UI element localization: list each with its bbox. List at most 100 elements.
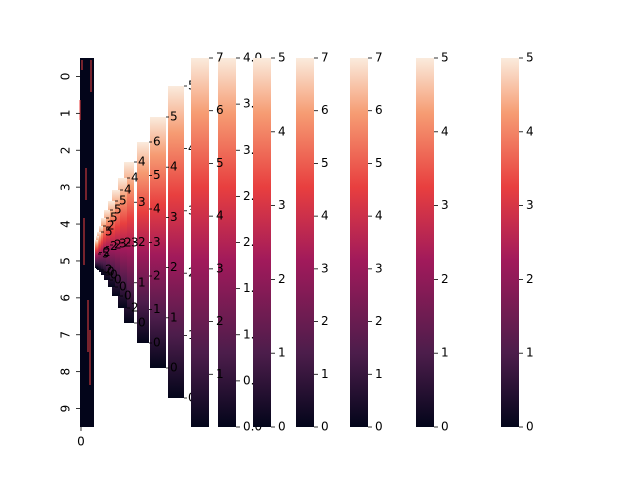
- colorbar-tick-label: 3: [375, 261, 383, 275]
- colorbar-tick-label: 3: [278, 198, 286, 212]
- colorbar-tick-label: 0: [114, 273, 122, 287]
- colorbar-tick-label: 3: [170, 210, 178, 224]
- colorbar-tick-label: 2: [138, 235, 146, 249]
- colorbar-tick-label: 4: [278, 124, 286, 138]
- colorbar-tick-label: 1: [526, 346, 534, 360]
- colorbar-tick-label: 2: [278, 272, 286, 286]
- compressed-colorbar: [137, 142, 149, 343]
- colorbar-tick-label: 7: [375, 51, 383, 65]
- compressed-colorbars: 0123450123450123456012342340240350250250…: [95, 79, 196, 405]
- colorbar-tick-label: 1: [278, 346, 286, 360]
- colorbar-tick-label: 5: [441, 51, 449, 65]
- colorbar: [296, 58, 314, 427]
- colorbar-tick-label: 3: [216, 261, 224, 275]
- colorbar-tick-label: 3: [153, 235, 161, 249]
- colorbar-tick-label: 5: [321, 156, 329, 170]
- y-tick-label: 0: [59, 73, 73, 81]
- colorbar-tick-label: 4: [124, 183, 132, 197]
- colorbar-tick-label: 0: [107, 265, 115, 279]
- colorbar-tick-label: 5: [119, 194, 127, 208]
- colorbar-tick-label: 0: [153, 336, 161, 350]
- colorbar-tick-label: 7: [216, 51, 224, 65]
- colorbar-tick-label: 2: [103, 245, 111, 259]
- colorbar-tick-label: 1: [170, 310, 178, 324]
- y-tick-label: 4: [59, 220, 73, 228]
- colorbar-tick-label: 1: [441, 346, 449, 360]
- colorbar-tick-label: 2: [105, 263, 113, 277]
- colorbar-tick-label: 7: [321, 51, 329, 65]
- colorbar-tick-label: 5: [110, 211, 118, 225]
- colorbar-tick-label: 3: [119, 237, 127, 251]
- colorbar-tick-label: 5: [102, 247, 110, 261]
- colorbar: [350, 58, 368, 427]
- y-tick-label: 6: [59, 294, 73, 302]
- compressed-colorbar: [150, 117, 166, 368]
- colorbar-tick-label: 2: [216, 314, 224, 328]
- colorbar-tick-label: 2: [131, 301, 139, 315]
- colorbar-tick-label: 0: [138, 316, 146, 330]
- colorbar-tick-label: 5: [526, 51, 534, 65]
- colorbar-tick-label: 5: [114, 203, 122, 217]
- colorbar-tick-label: 0: [124, 289, 132, 303]
- colorbar-tick-label: 4: [138, 155, 146, 169]
- colorbar-tick-label: 4: [321, 209, 329, 223]
- compressed-colorbar: [108, 201, 115, 287]
- colorbar-tick-label: 1: [321, 367, 329, 381]
- compressed-colorbar: [124, 162, 134, 323]
- y-tick-label: 9: [59, 405, 73, 413]
- colorbar-tick-label: 6: [321, 103, 329, 117]
- compressed-colorbar: [168, 86, 184, 398]
- colorbar: [218, 58, 236, 427]
- heatmap: 0 1 2 3 4 5 6 7 8 9 0: [59, 58, 94, 449]
- colorbar-tick-label: 4: [216, 209, 224, 223]
- colorbar-tick-label: 4: [131, 171, 139, 185]
- colorbar-tick-label: 4: [170, 160, 178, 174]
- colorbar-tick-label: 5: [153, 168, 161, 182]
- colorbar-tick-label: 5: [216, 156, 224, 170]
- colorbar-tick-label: 0: [119, 280, 127, 294]
- colorbar-tick-label: 1: [375, 367, 383, 381]
- colorbars: 0.00.51.01.52.02.53.03.54.01234567012345…: [191, 51, 534, 434]
- colorbar-tick-label: 4: [375, 209, 383, 223]
- colorbar-tick-label: 3: [138, 195, 146, 209]
- colorbar-tick-label: 5: [105, 225, 113, 239]
- compressed-colorbar: [112, 190, 120, 296]
- colorbar: [416, 58, 434, 427]
- colorbar-tick-label: 3: [321, 261, 329, 275]
- colorbar-tick-label: 2: [170, 260, 178, 274]
- colorbar-tick-label: 0: [278, 420, 286, 434]
- y-tick-label: 8: [59, 368, 73, 376]
- colorbar-tick-label: 4: [526, 124, 534, 138]
- colorbar-tick-label: 3: [526, 198, 534, 212]
- colorbar-tick-label: 5: [375, 156, 383, 170]
- colorbar-tick-label: 2: [321, 314, 329, 328]
- colorbar-tick-label: 5: [170, 110, 178, 124]
- colorbar-tick-label: 0: [110, 268, 118, 282]
- colorbar-tick-label: 2: [107, 219, 115, 233]
- heatmap-cell: [80, 58, 94, 427]
- colorbar-tick-label: 2: [441, 272, 449, 286]
- colorbar-tick-label: 2: [124, 236, 132, 250]
- colorbar-tick-label: 1: [138, 275, 146, 289]
- colorbar-tick-label: 1: [153, 302, 161, 316]
- compressed-colorbar: [95, 240, 98, 268]
- colorbar-tick-label: 0: [526, 420, 534, 434]
- colorbar: [501, 58, 519, 427]
- colorbar-tick-label: 2: [153, 269, 161, 283]
- colorbar-tick-label: 5: [278, 51, 286, 65]
- colorbar-tick-label: 0: [441, 420, 449, 434]
- compressed-colorbar: [104, 210, 110, 280]
- colorbar-tick-label: 2: [375, 314, 383, 328]
- colorbar-tick-label: 3: [441, 198, 449, 212]
- colorbar-tick-label: 6: [375, 103, 383, 117]
- colorbar-tick-label: 2: [110, 239, 118, 253]
- y-tick-label: 3: [59, 183, 73, 191]
- y-tick-label: 2: [59, 146, 73, 154]
- colorbar-tick-label: 6: [153, 135, 161, 149]
- colorbar-tick-label: 3: [131, 236, 139, 250]
- x-tick-label: 0: [77, 435, 85, 449]
- colorbar-tick-label: 0: [375, 420, 383, 434]
- colorbar-tick-label: 0: [321, 420, 329, 434]
- y-tick-label: 7: [59, 331, 73, 339]
